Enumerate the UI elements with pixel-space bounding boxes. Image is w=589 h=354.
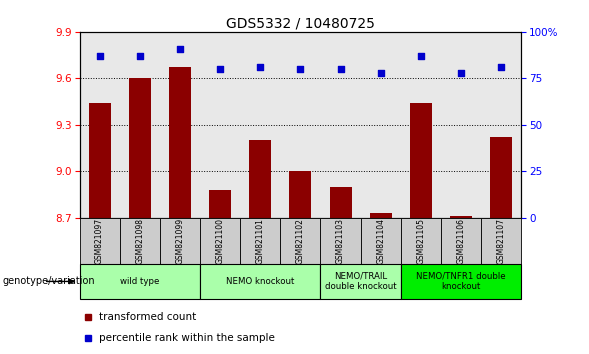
Text: NEMO knockout: NEMO knockout xyxy=(226,277,294,286)
Point xyxy=(216,66,225,72)
Bar xyxy=(160,218,200,264)
Bar xyxy=(249,140,272,218)
Bar xyxy=(80,218,120,264)
Text: GSM821104: GSM821104 xyxy=(376,218,385,264)
Text: genotype/variation: genotype/variation xyxy=(3,276,95,286)
Text: GSM821106: GSM821106 xyxy=(456,218,465,264)
Text: GSM821098: GSM821098 xyxy=(135,218,144,264)
Bar xyxy=(169,68,191,218)
Text: percentile rank within the sample: percentile rank within the sample xyxy=(100,333,275,343)
Text: GSM821105: GSM821105 xyxy=(416,218,425,264)
Bar xyxy=(360,218,401,264)
Text: GSM821100: GSM821100 xyxy=(216,218,224,264)
Bar xyxy=(481,32,521,218)
Point xyxy=(95,53,104,59)
Bar xyxy=(490,137,512,218)
Bar xyxy=(401,32,441,218)
Bar xyxy=(441,32,481,218)
Text: GSM821099: GSM821099 xyxy=(176,218,184,264)
Point xyxy=(135,53,144,59)
Text: transformed count: transformed count xyxy=(100,312,197,322)
Bar xyxy=(240,32,280,218)
Bar xyxy=(200,32,240,218)
Point xyxy=(456,70,466,76)
Text: NEMO/TNFR1 double
knockout: NEMO/TNFR1 double knockout xyxy=(416,272,506,291)
Text: GSM821097: GSM821097 xyxy=(95,218,104,264)
Bar xyxy=(401,264,521,299)
Bar xyxy=(401,218,441,264)
Bar xyxy=(441,218,481,264)
Text: GSM821103: GSM821103 xyxy=(336,218,345,264)
Bar xyxy=(410,103,432,218)
Point xyxy=(296,66,305,72)
Bar xyxy=(80,264,200,299)
Bar xyxy=(88,103,111,218)
Bar xyxy=(209,190,231,218)
Point xyxy=(497,64,506,70)
Point xyxy=(416,53,426,59)
Bar xyxy=(280,32,320,218)
Title: GDS5332 / 10480725: GDS5332 / 10480725 xyxy=(226,17,375,31)
Bar xyxy=(450,216,472,218)
Bar xyxy=(80,32,120,218)
Bar xyxy=(370,213,392,218)
Bar xyxy=(360,32,401,218)
Point xyxy=(175,46,184,51)
Bar xyxy=(289,171,312,218)
Bar xyxy=(280,218,320,264)
Point xyxy=(256,64,265,70)
Text: GSM821107: GSM821107 xyxy=(497,218,506,264)
Bar xyxy=(481,218,521,264)
Point xyxy=(376,70,385,76)
Bar xyxy=(200,264,320,299)
Bar xyxy=(240,218,280,264)
Bar xyxy=(320,218,360,264)
Bar xyxy=(129,78,151,218)
Bar xyxy=(320,264,401,299)
Text: wild type: wild type xyxy=(120,277,160,286)
Bar xyxy=(120,32,160,218)
Bar xyxy=(200,218,240,264)
Bar xyxy=(160,32,200,218)
Text: NEMO/TRAIL
double knockout: NEMO/TRAIL double knockout xyxy=(325,272,396,291)
Text: GSM821101: GSM821101 xyxy=(256,218,264,264)
Bar xyxy=(120,218,160,264)
Text: GSM821102: GSM821102 xyxy=(296,218,305,264)
Point xyxy=(336,66,345,72)
Bar xyxy=(329,187,352,218)
Bar xyxy=(320,32,360,218)
